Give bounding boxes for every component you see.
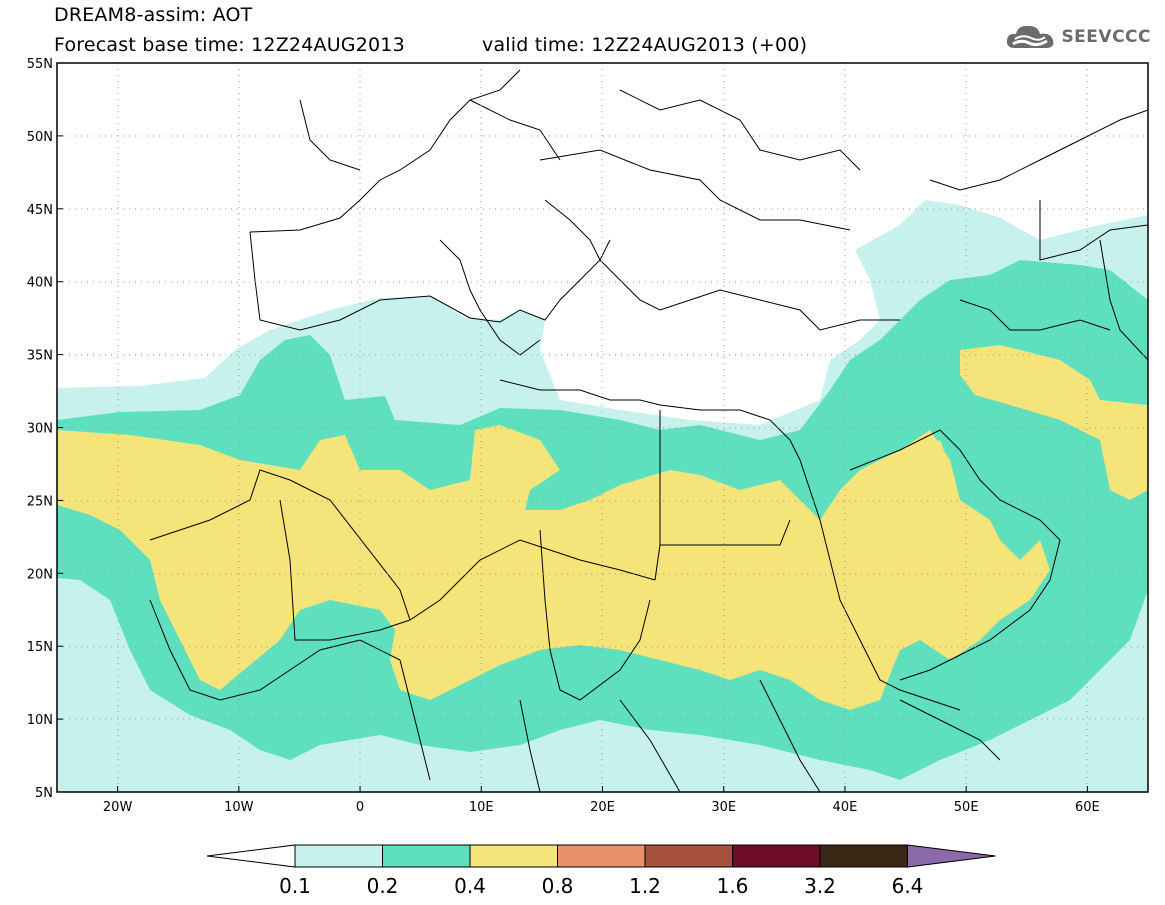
lon-tick-label: 20E [590,800,615,815]
lat-tick-label: 20N [27,567,53,582]
seevccc-logo: SEEVCCC [1005,22,1151,52]
lon-tick-label: 10W [224,800,254,815]
aot-region-0-4-caspian [960,345,1148,500]
cloud-icon [1007,25,1054,48]
colorbar-label: 1.2 [629,874,661,898]
lon-tick-label: 10E [469,800,494,815]
map-title: DREAM8-assim: AOT [54,4,253,26]
colorbar-labels: 0.1 0.2 0.4 0.8 1.2 1.6 3.2 6.4 [279,874,923,898]
colorbar-box [644,844,733,868]
colorbar-label: 3.2 [804,874,836,898]
colorbar-box [732,844,821,868]
colorbar-boxes [206,844,996,868]
lat-tick-label: 5N [35,786,53,801]
lat-tick-label: 55N [27,57,53,72]
colorbar-label: 0.1 [279,874,311,898]
lon-tick-label: 0 [356,800,364,815]
colorbar-label: 0.4 [454,874,486,898]
lat-tick-label: 50N [27,130,53,145]
colorbar-label: 0.2 [367,874,399,898]
colorbar-under-triangle [206,844,296,868]
colorbar-box [294,844,383,868]
lon-tick-label: 50E [954,800,979,815]
logo-text: SEEVCCC [1061,27,1151,47]
lat-tick-label: 40N [27,276,53,291]
aot-region-0-4-arabia [845,440,980,620]
latitude-ticks: 55N 50N 45N 40N 35N 30N 25N 20N 15N 10N 5N [27,57,63,801]
aot-region-0-4 [57,425,1050,710]
lon-tick-label: 30E [711,800,736,815]
valid-time: valid time: 12Z24AUG2013 (+00) [482,34,808,56]
colorbar-box [382,844,471,868]
lat-tick-label: 45N [27,203,53,218]
lat-tick-label: 10N [27,713,53,728]
forecast-times: Forecast base time: 12Z24AUG2013 valid ti… [54,34,807,56]
lat-tick-label: 30N [27,422,53,437]
lon-tick-label: 40E [833,800,858,815]
colorbar-over-triangle [907,844,996,868]
lat-tick-label: 35N [27,349,53,364]
lat-tick-label: 15N [27,640,53,655]
base-time: Forecast base time: 12Z24AUG2013 [54,34,405,56]
colorbar-box [469,844,558,868]
colorbar-label: 1.6 [717,874,749,898]
colorbar-label: 6.4 [892,874,924,898]
lon-tick-label: 60E [1075,800,1100,815]
longitude-ticks: 20W 10W 0 10E 20E 30E 40E 50E 60E [103,786,1100,815]
colorbar-box [557,844,646,868]
colorbar-box [819,844,908,868]
colorbar-label: 0.8 [542,874,574,898]
lat-tick-label: 25N [27,494,53,509]
lon-tick-label: 20W [103,800,133,815]
country-borders [149,69,1148,792]
